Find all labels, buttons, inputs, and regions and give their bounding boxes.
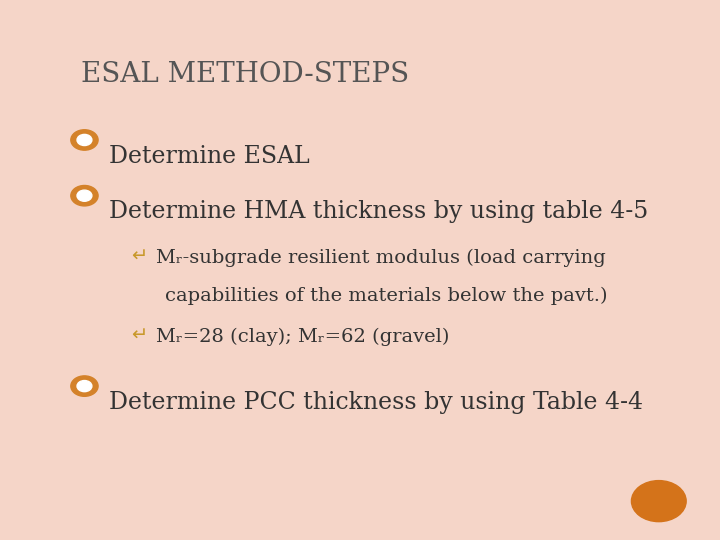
Text: ↵: ↵ [131,247,148,266]
Text: ↵: ↵ [131,326,148,345]
Text: capabilities of the materials below the pavt.): capabilities of the materials below the … [165,286,608,305]
Text: Determine ESAL: Determine ESAL [109,145,310,167]
Circle shape [77,190,92,201]
Text: Determine PCC thickness by using Table 4-4: Determine PCC thickness by using Table 4… [109,391,644,414]
Text: Mᵣ=28 (clay); Mᵣ=62 (gravel): Mᵣ=28 (clay); Mᵣ=62 (gravel) [156,328,449,346]
Circle shape [77,134,92,146]
Text: Mᵣ-subgrade resilient modulus (load carrying: Mᵣ-subgrade resilient modulus (load carr… [156,249,606,267]
Text: ESAL METHOD-STEPS: ESAL METHOD-STEPS [81,61,410,88]
Circle shape [71,185,98,206]
Circle shape [71,376,98,396]
Circle shape [71,130,98,150]
Text: Determine HMA thickness by using table 4-5: Determine HMA thickness by using table 4… [109,200,649,224]
Circle shape [77,381,92,392]
